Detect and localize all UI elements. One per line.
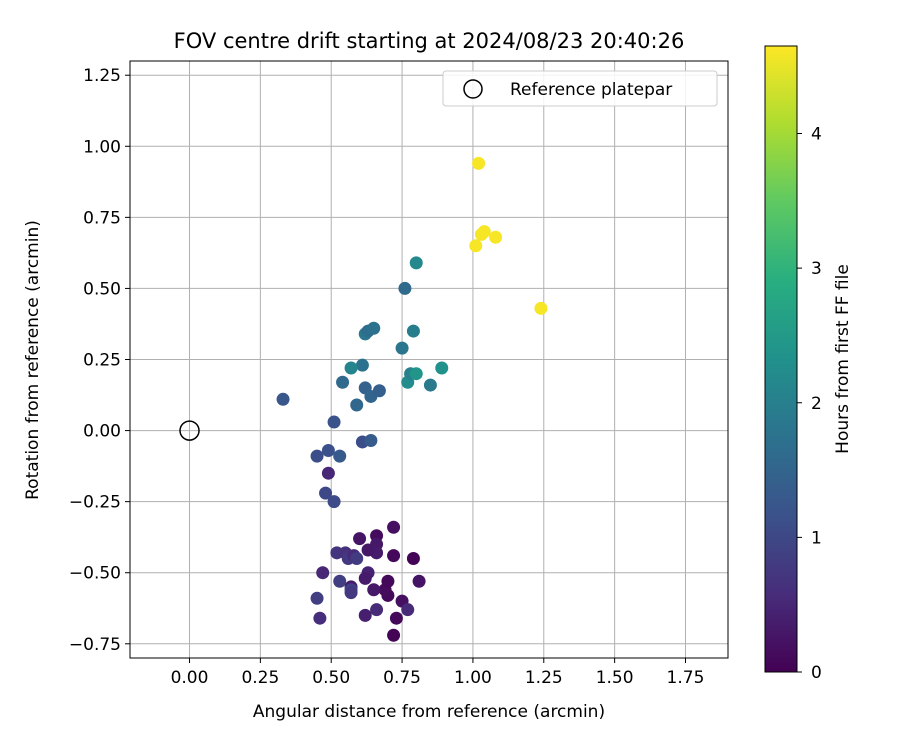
y-tick-label: 0.00	[83, 422, 121, 442]
scatter-point	[310, 449, 324, 463]
x-tick-label: 0.50	[312, 668, 350, 688]
scatter-point	[327, 415, 341, 429]
scatter-point	[336, 375, 350, 389]
y-axis-label: Rotation from reference (arcmin)	[23, 220, 43, 500]
colorbar-tick-label: 0	[811, 663, 822, 683]
scatter-point	[327, 495, 341, 509]
scatter-point	[406, 552, 420, 565]
scatter-point	[321, 443, 335, 457]
y-tick-label: 0.25	[83, 351, 121, 371]
x-axis-ticks: 0.00 0.25 0.50 0.75 1.00 1.25 1.50 1.75	[171, 658, 705, 688]
y-tick-label: 1.25	[83, 66, 121, 86]
scatter-point	[406, 324, 420, 338]
reference-marker-layer	[179, 420, 200, 441]
scatter-point	[534, 301, 548, 315]
scatter-point	[387, 628, 401, 642]
y-tick-label: −0.25	[69, 493, 121, 513]
x-tick-label: 0.00	[171, 668, 209, 688]
scatter-point	[367, 321, 381, 335]
colorbar-tick-label: 3	[811, 259, 822, 279]
scatter-point	[389, 611, 403, 625]
scatter-point	[370, 603, 384, 617]
scatter-points	[276, 156, 548, 642]
scatter-point	[333, 449, 347, 463]
scatter-point	[372, 384, 386, 398]
legend-box	[442, 70, 718, 107]
x-axis-label: Angular distance from reference (arcmin)	[253, 702, 605, 722]
colorbar	[764, 45, 798, 673]
scatter-point	[321, 466, 335, 480]
x-tick-label: 1.75	[667, 668, 705, 688]
scatter-point	[435, 361, 449, 375]
legend-reference-marker	[463, 79, 483, 99]
colorbar-ticks: 0 1 2 3 4	[797, 125, 822, 683]
x-tick-label: 1.25	[525, 668, 563, 688]
scatter-point	[409, 367, 423, 381]
x-tick-label: 0.75	[383, 668, 421, 688]
legend-entry-reference: Reference platepar	[510, 80, 672, 100]
scatter-point	[361, 543, 375, 557]
scatter-point	[350, 552, 364, 565]
scatter-point	[333, 574, 347, 588]
scatter-point	[367, 583, 381, 597]
x-tick-label: 0.25	[241, 668, 279, 688]
scatter-point	[364, 434, 378, 448]
scatter-point	[395, 341, 409, 355]
x-tick-label: 1.00	[454, 668, 492, 688]
grid-lines	[130, 61, 728, 658]
colorbar-tick-label: 2	[811, 394, 822, 414]
scatter-point	[344, 586, 358, 600]
scatter-point	[350, 398, 364, 412]
legend: Reference platepar	[442, 70, 718, 107]
reference-marker	[179, 420, 200, 441]
y-axis-ticks: −0.75 −0.50 −0.25 0.00 0.25 0.50 0.75 1.00 1.25	[69, 66, 130, 655]
y-tick-label: 1.00	[83, 137, 121, 157]
y-tick-label: −0.50	[69, 564, 121, 584]
scatter-point	[387, 549, 401, 563]
scatter-point	[355, 358, 369, 372]
scatter-point	[387, 520, 401, 534]
scatter-point	[398, 281, 412, 295]
scatter-point	[313, 611, 327, 625]
scatter-point	[353, 532, 367, 546]
scatter-point	[276, 392, 290, 406]
scatter-point	[423, 378, 437, 392]
x-tick-label: 1.50	[596, 668, 634, 688]
y-tick-label: 0.50	[83, 279, 121, 299]
scatter-point	[319, 486, 333, 500]
chart-title: FOV centre drift starting at 2024/08/23 …	[174, 29, 685, 53]
y-tick-label: −0.75	[69, 635, 121, 655]
colorbar-label: Hours from first FF file	[833, 264, 853, 454]
colorbar-tick-label: 4	[811, 125, 822, 145]
colorbar-tick-label: 1	[811, 528, 822, 548]
scatter-point	[316, 566, 330, 580]
scatter-point	[358, 571, 372, 585]
scatter-point	[381, 574, 395, 588]
scatter-point	[409, 256, 423, 270]
scatter-point	[358, 608, 372, 622]
scatter-point	[344, 361, 358, 375]
scatter-point	[477, 225, 491, 239]
scatter-point	[310, 591, 324, 605]
y-tick-label: 0.75	[83, 208, 121, 228]
scatter-point	[412, 574, 426, 588]
scatter-point	[489, 230, 503, 244]
scatter-point	[472, 156, 486, 170]
scatter-point	[469, 239, 483, 253]
scatter-point	[401, 603, 415, 617]
